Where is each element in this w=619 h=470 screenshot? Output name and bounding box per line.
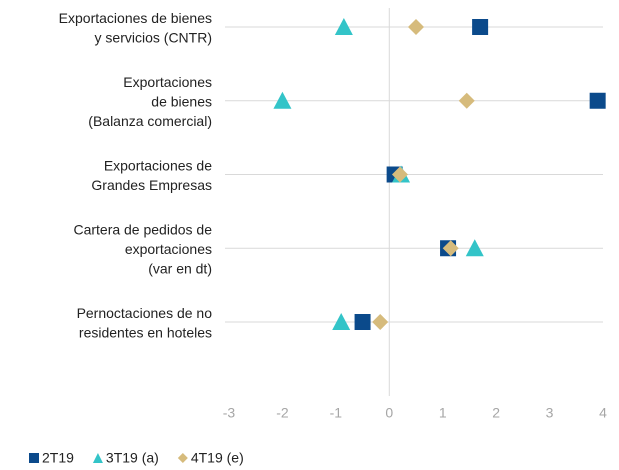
legend-label: 2T19: [42, 450, 74, 466]
x-tick-label: -2: [276, 405, 289, 421]
marker: [391, 166, 408, 183]
legend-marker: [92, 453, 103, 463]
marker: [465, 239, 484, 257]
legend-label: 3T19 (a): [106, 450, 159, 466]
legend-marker: [29, 453, 39, 463]
marker: [372, 314, 389, 330]
x-tick-label: 3: [546, 405, 554, 421]
legend-label: 4T19 (e): [191, 450, 244, 466]
x-tick-label: 1: [439, 405, 447, 421]
marker: [332, 313, 351, 330]
x-tick-label: 2: [492, 405, 500, 421]
category-label: residentes en hoteles: [79, 324, 212, 340]
marker: [273, 91, 292, 109]
category-label: Pernoctaciones de no: [77, 305, 213, 321]
marker: [408, 19, 424, 35]
category-label: Grandes Empresas: [91, 177, 212, 193]
category-label: (var en dt): [148, 260, 212, 276]
marker: [442, 240, 459, 257]
category-label: Cartera de pedidos de: [73, 221, 212, 237]
x-tick-label: 0: [385, 405, 393, 421]
category-label: de bienes: [151, 93, 212, 109]
x-tick-label: -1: [330, 405, 343, 421]
category-label: y servicios (CNTR): [95, 29, 212, 45]
x-tick-label: 4: [599, 405, 607, 421]
marker: [354, 314, 371, 330]
category-label: (Balanza comercial): [88, 113, 212, 129]
x-tick-label: -3: [223, 405, 236, 421]
category-label: Exportaciones: [123, 74, 212, 90]
category-label: Exportaciones de bienes: [59, 10, 212, 26]
marker: [472, 19, 489, 35]
marker: [458, 92, 475, 109]
legend-marker: [177, 453, 188, 463]
marker: [334, 18, 353, 35]
category-label: Exportaciones de: [104, 157, 212, 173]
marker: [589, 92, 606, 109]
category-label: exportaciones: [125, 241, 212, 257]
